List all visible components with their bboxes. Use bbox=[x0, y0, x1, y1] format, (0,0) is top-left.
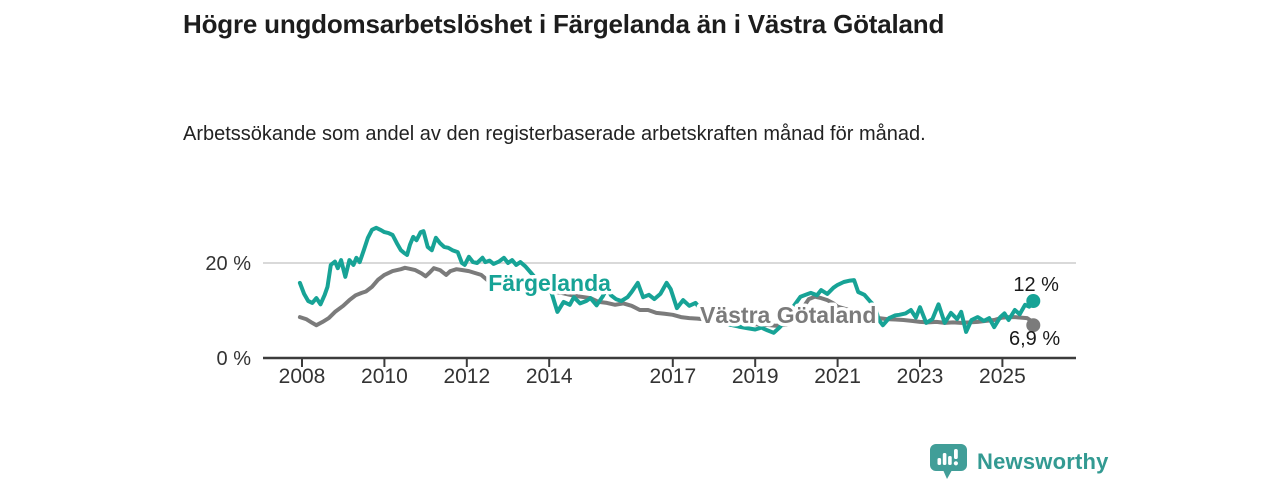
x-axis-label-2014: 2014 bbox=[526, 365, 573, 388]
y-axis-label-0: 0 % bbox=[217, 348, 252, 370]
series-label-f-rgelanda: Färgelanda bbox=[488, 270, 611, 296]
end-value-label-f-rgelanda: 12 % bbox=[1013, 274, 1059, 296]
newsworthy-logo[interactable]: Newsworthy bbox=[929, 443, 1109, 480]
y-axis-label-20: 20 % bbox=[205, 253, 251, 275]
x-axis-label-2010: 2010 bbox=[361, 365, 408, 388]
series-label-v-stra-g-taland: Västra Götaland bbox=[700, 302, 876, 328]
x-axis-label-2019: 2019 bbox=[732, 365, 779, 388]
x-axis-label-2021: 2021 bbox=[814, 365, 861, 388]
end-dot-f-rgelanda bbox=[1026, 294, 1041, 308]
chart-title: Högre ungdomsarbetslöshet i Färgelanda ä… bbox=[183, 9, 945, 39]
series-line-f-rgelanda bbox=[297, 225, 1036, 335]
x-axis-label-2017: 2017 bbox=[649, 365, 696, 388]
end-value-label-v-stra-g-taland: 6,9 % bbox=[1009, 328, 1060, 350]
newsworthy-wordmark: Newsworthy bbox=[977, 448, 1109, 474]
newsworthy-bar-chart-bubble-icon bbox=[930, 444, 967, 479]
chart-subtitle: Arbetssökande som andel av den registerb… bbox=[183, 123, 926, 145]
x-axis-label-2023: 2023 bbox=[897, 365, 944, 388]
series-line-v-stra-g-taland bbox=[297, 265, 1036, 328]
end-dot-v-stra-g-taland bbox=[1026, 318, 1041, 333]
x-axis-label-2008: 2008 bbox=[279, 365, 326, 388]
x-axis-label-2025: 2025 bbox=[979, 365, 1026, 388]
x-axis-label-2012: 2012 bbox=[443, 365, 490, 388]
